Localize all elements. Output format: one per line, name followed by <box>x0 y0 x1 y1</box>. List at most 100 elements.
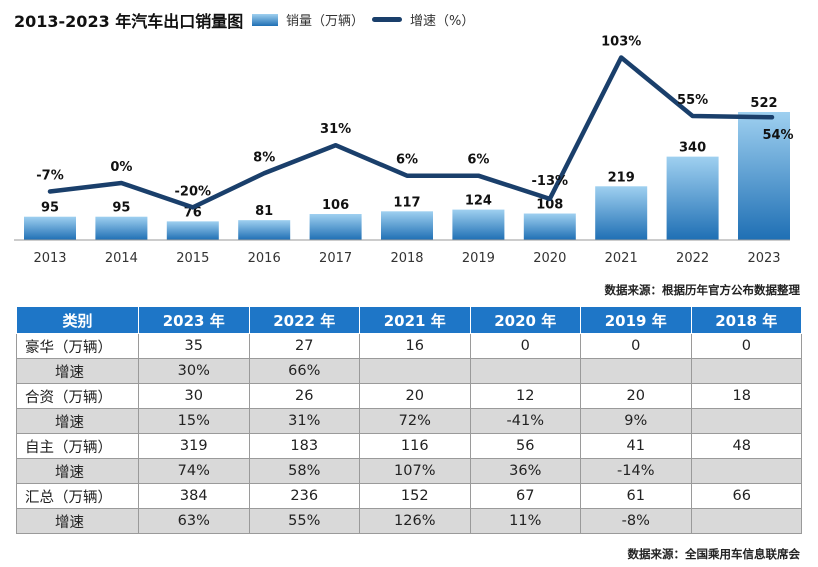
table-source-note: 数据来源：全国乘用车信息联席会 <box>627 547 801 561</box>
x-tick-label: 2020 <box>533 251 566 266</box>
bar-value-label: 219 <box>608 170 635 185</box>
table-cell: 0 <box>580 333 692 359</box>
table-cell <box>469 358 581 384</box>
rate-value-label: 54% <box>762 128 793 143</box>
table-cell: 74% <box>138 458 250 484</box>
table-cell: 66% <box>248 358 360 384</box>
bar-2017 <box>309 214 362 240</box>
row-category: 豪华（万辆） <box>16 333 139 359</box>
x-tick-label: 2023 <box>747 251 780 266</box>
table-cell: 20 <box>359 383 471 409</box>
table-cell: 48 <box>690 433 802 459</box>
legend-line-label: 增速（%） <box>410 14 475 29</box>
rate-value-label: -13% <box>532 174 569 189</box>
table-cell: 36% <box>469 458 581 484</box>
bar-2021 <box>595 186 648 240</box>
header-year: 2020 年 <box>469 306 581 334</box>
rate-value-label: 55% <box>677 93 708 108</box>
table-cell: 58% <box>248 458 360 484</box>
table-cell: 107% <box>359 458 471 484</box>
table-cell: 30 <box>138 383 250 409</box>
table-cell: 20 <box>580 383 692 409</box>
table-cell: 0 <box>469 333 581 359</box>
x-tick-label: 2014 <box>105 251 138 266</box>
table-cell: 126% <box>359 508 471 534</box>
table-cell: 18 <box>690 383 802 409</box>
bar-2023 <box>738 112 790 240</box>
chart-title: 2013-2023 年汽车出口销量图 <box>14 12 244 31</box>
table-cell: 16 <box>359 333 471 359</box>
table-row: 增速 74% 58% 107% 36% -14% <box>16 458 802 484</box>
bar-2019 <box>452 209 505 240</box>
bar-value-label: 117 <box>393 195 420 210</box>
x-tick-label: 2013 <box>33 251 66 266</box>
rate-value-label: 0% <box>110 160 132 175</box>
bar-value-label: 76 <box>184 205 202 220</box>
table-cell: 12 <box>469 383 581 409</box>
bar-value-label: 522 <box>750 96 777 111</box>
rate-value-label: 31% <box>320 122 351 137</box>
chart-source-note: 数据来源：根据历年官方公布数据整理 <box>604 283 801 297</box>
bar-value-label: 124 <box>465 194 492 209</box>
table-cell: 66 <box>690 483 802 509</box>
table-row: 自主（万辆） 319 183 116 56 41 48 <box>16 433 802 459</box>
legend-line-entry: 增速（%） <box>372 10 474 29</box>
x-tick-label: 2021 <box>605 251 638 266</box>
row-category: 汇总（万辆） <box>16 483 139 509</box>
row-category: 合资（万辆） <box>16 383 139 409</box>
export-table: 类别 2023 年 2022 年 2021 年 2020 年 2019 年 2018 年 豪… <box>16 306 802 534</box>
rate-value-label: 8% <box>253 150 275 165</box>
header-year: 2022 年 <box>248 306 360 334</box>
bar-2016 <box>238 220 291 240</box>
table-cell: 72% <box>359 408 471 434</box>
table-cell: 319 <box>138 433 250 459</box>
table-cell: 31% <box>248 408 360 434</box>
row-category: 增速 <box>16 358 139 384</box>
legend-bar-entry: 销量（万辆） <box>252 10 364 29</box>
table-cell: 384 <box>138 483 250 509</box>
table-cell: 183 <box>248 433 360 459</box>
bar-2015 <box>166 221 219 240</box>
x-tick-label: 2018 <box>390 251 423 266</box>
table-cell: 61 <box>580 483 692 509</box>
table-cell: -14% <box>580 458 692 484</box>
export-chart: 2013 2014 2015 2016 2017 2018 2019 2020 2021 2022… <box>14 35 794 266</box>
x-tick-label: 2015 <box>176 251 209 266</box>
table-cell: 0 <box>690 333 802 359</box>
line-swatch-icon <box>372 17 402 22</box>
row-category: 自主（万辆） <box>16 433 139 459</box>
table-cell <box>359 358 471 384</box>
bar-2018 <box>381 211 433 240</box>
bar-value-label: 340 <box>679 141 706 156</box>
table-row: 增速 15% 31% 72% -41% 9% <box>16 408 802 434</box>
table-cell: 35 <box>138 333 250 359</box>
header-year: 2019 年 <box>580 306 692 334</box>
table-cell: 152 <box>359 483 471 509</box>
table-cell <box>690 358 802 384</box>
legend-bar-label: 销量（万辆） <box>286 14 365 29</box>
row-category: 增速 <box>16 458 139 484</box>
table-cell: 56 <box>469 433 581 459</box>
x-tick-label: 2019 <box>462 251 495 266</box>
bar-swatch-icon <box>252 13 278 26</box>
growth-rate-line <box>47 55 775 210</box>
bar-value-label: 108 <box>536 198 563 213</box>
table-cell <box>690 408 802 434</box>
table-cell <box>690 458 802 484</box>
table-cell: 11% <box>469 508 581 534</box>
table-row: 豪华（万辆） 35 27 16 0 0 0 <box>16 333 802 359</box>
header-category: 类别 <box>16 306 139 334</box>
table-row: 汇总（万辆） 384 236 152 67 61 66 <box>16 483 802 509</box>
bar-2014 <box>95 216 148 240</box>
bar-value-label: 81 <box>255 204 273 219</box>
row-category: 增速 <box>16 508 139 534</box>
bar-value-label: 95 <box>41 201 59 216</box>
bar-value-label: 95 <box>112 201 130 216</box>
table-cell: 55% <box>248 508 360 534</box>
rate-value-label: -7% <box>36 169 63 184</box>
table-row: 合资（万辆） 30 26 20 12 20 18 <box>16 383 802 409</box>
table-cell <box>690 508 802 534</box>
table-cell: 63% <box>138 508 250 534</box>
rate-value-label: 6% <box>467 153 489 168</box>
rate-value-label: -20% <box>175 184 212 199</box>
